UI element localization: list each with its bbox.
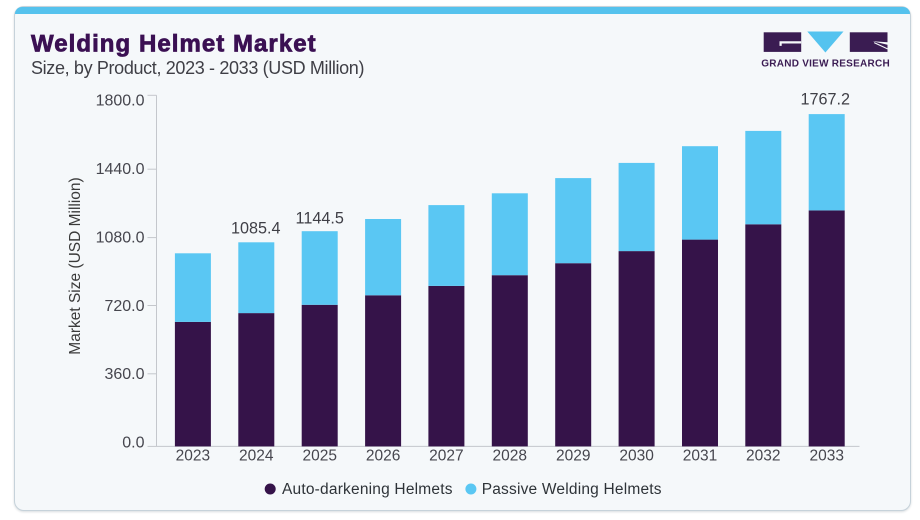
svg-text:1144.5: 1144.5: [296, 210, 344, 228]
svg-text:Auto-darkening Helmets: Auto-darkening Helmets: [282, 481, 453, 498]
svg-text:Size, by Product, 2023 - 2033: Size, by Product, 2023 - 2033 (USD Milli…: [31, 58, 364, 78]
svg-text:Market Size (USD Million): Market Size (USD Million): [67, 177, 84, 354]
svg-text:2025: 2025: [302, 448, 336, 465]
svg-text:1440.0: 1440.0: [96, 161, 145, 178]
svg-text:2027: 2027: [429, 448, 463, 465]
svg-text:2030: 2030: [619, 448, 654, 465]
svg-text:1800.0: 1800.0: [96, 93, 145, 110]
svg-text:1080.0: 1080.0: [96, 230, 145, 247]
svg-text:2032: 2032: [746, 448, 780, 465]
svg-text:2028: 2028: [493, 448, 527, 465]
svg-text:Passive Welding Helmets: Passive Welding Helmets: [482, 481, 662, 498]
svg-text:1085.4: 1085.4: [231, 219, 281, 237]
svg-text:1767.2: 1767.2: [801, 91, 851, 109]
svg-text:2023: 2023: [176, 448, 210, 465]
svg-text:360.0: 360.0: [104, 366, 144, 383]
svg-text:2033: 2033: [809, 448, 843, 465]
svg-text:0.0: 0.0: [122, 435, 144, 452]
svg-text:Welding Helmet Market: Welding Helmet Market: [31, 30, 317, 57]
svg-text:2031: 2031: [683, 448, 717, 465]
svg-text:2024: 2024: [239, 448, 274, 465]
svg-text:2029: 2029: [556, 448, 590, 465]
svg-text:720.0: 720.0: [104, 298, 144, 315]
svg-text:GRAND VIEW RESEARCH: GRAND VIEW RESEARCH: [761, 59, 890, 70]
svg-text:2026: 2026: [366, 448, 400, 465]
